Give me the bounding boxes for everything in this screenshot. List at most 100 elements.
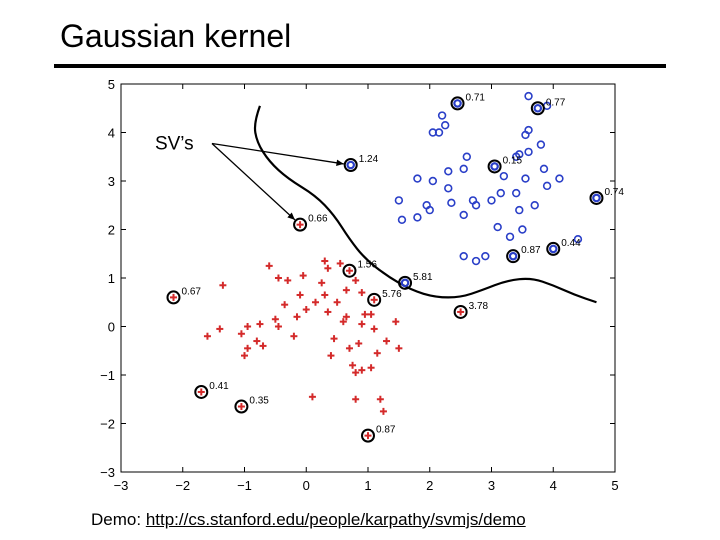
support-vector-marker bbox=[453, 99, 462, 108]
points-layer bbox=[203, 91, 583, 415]
support-vector-marker bbox=[197, 388, 205, 396]
support-vector-marker bbox=[237, 403, 245, 411]
negative-point bbox=[373, 349, 381, 357]
support-vector: 5.76 bbox=[367, 289, 402, 307]
support-vector: 0.41 bbox=[194, 381, 229, 399]
support-vector-ring bbox=[343, 157, 358, 172]
negative-point bbox=[379, 407, 387, 415]
positive-point bbox=[524, 147, 533, 157]
support-vector-label: 0.15 bbox=[503, 155, 523, 166]
positive-point bbox=[518, 225, 527, 234]
negative-point bbox=[203, 332, 211, 340]
support-vector-marker bbox=[508, 251, 518, 261]
negative-point bbox=[330, 335, 338, 343]
support-vector: 0.77 bbox=[530, 97, 566, 116]
support-vector-label: 0.74 bbox=[604, 187, 624, 198]
y-tick-label: 3 bbox=[108, 174, 115, 189]
plot-frame bbox=[120, 83, 616, 473]
support-vector: 0.87 bbox=[506, 245, 541, 264]
negative-point bbox=[342, 313, 350, 321]
support-vector: 0.44 bbox=[546, 238, 581, 256]
x-tick-label: 4 bbox=[550, 478, 557, 493]
support-vector-ring bbox=[453, 304, 468, 319]
support-vector: 0.74 bbox=[589, 187, 624, 205]
positive-point bbox=[524, 125, 533, 135]
decision-boundary-line bbox=[253, 105, 597, 304]
support-vector-marker bbox=[533, 103, 543, 113]
negative-point bbox=[274, 274, 282, 282]
negative-point bbox=[241, 352, 248, 360]
support-vector-ring bbox=[367, 292, 382, 307]
negative-point bbox=[324, 264, 332, 272]
x-tick-label: 1 bbox=[364, 478, 371, 493]
negative-point bbox=[342, 286, 350, 294]
negative-point bbox=[274, 323, 282, 330]
x-tick-label: −1 bbox=[237, 478, 252, 493]
negative-point bbox=[284, 276, 292, 284]
support-vector: 5.81 bbox=[398, 272, 433, 290]
negative-point bbox=[352, 395, 360, 403]
negative-point bbox=[321, 291, 329, 299]
support-vector-label: 5.81 bbox=[413, 272, 433, 283]
negative-point bbox=[339, 318, 347, 326]
support-vector: 0.66 bbox=[293, 214, 328, 232]
support-vector-marker bbox=[548, 244, 558, 254]
positive-point bbox=[496, 188, 505, 198]
positive-point bbox=[428, 176, 438, 186]
support-vector-marker bbox=[169, 293, 177, 301]
negative-point bbox=[281, 301, 289, 309]
support-vector-label: 0.71 bbox=[466, 92, 486, 103]
slide-title: Gaussian kernel bbox=[60, 18, 292, 54]
support-vector-marker bbox=[457, 308, 465, 316]
support-vector-ring bbox=[506, 249, 521, 264]
negative-point bbox=[308, 393, 316, 401]
positive-point bbox=[459, 164, 468, 174]
negative-point bbox=[259, 342, 267, 350]
negative-point bbox=[395, 344, 403, 352]
negative-point bbox=[361, 310, 369, 318]
x-tick-label: 3 bbox=[488, 478, 495, 493]
negative-point bbox=[358, 320, 366, 328]
negative-point bbox=[244, 344, 252, 352]
axes-layer: −3 −2 −1 0 1 2 3 4 5 −3 −2 −1 0 1 2 3 4 5 bbox=[100, 77, 618, 493]
support-vector-ring bbox=[450, 96, 465, 111]
positive-point bbox=[425, 205, 434, 215]
x-tick-label: 2 bbox=[426, 478, 433, 493]
title-underline bbox=[54, 64, 666, 68]
negative-point bbox=[302, 306, 310, 314]
positive-point bbox=[499, 171, 509, 181]
positive-point bbox=[493, 222, 502, 232]
annotation-layer: SV’s bbox=[155, 133, 344, 221]
support-vector: 1.56 bbox=[342, 260, 377, 278]
positive-point bbox=[444, 167, 453, 176]
negative-point bbox=[327, 352, 335, 360]
support-vector-label: 0.66 bbox=[308, 214, 328, 225]
annotation-label: SV’s bbox=[155, 133, 194, 154]
annotation-arrow-line bbox=[211, 142, 296, 221]
negative-point bbox=[256, 320, 264, 328]
positive-point bbox=[573, 235, 583, 244]
negative-point bbox=[299, 272, 307, 280]
x-tick-label: −2 bbox=[175, 478, 190, 493]
y-tick-label: 5 bbox=[108, 77, 115, 92]
negative-point bbox=[358, 366, 366, 374]
support-vector-marker bbox=[400, 278, 410, 288]
support-vector-ring bbox=[166, 290, 181, 305]
support-vector-ring bbox=[398, 275, 413, 290]
negative-point bbox=[312, 298, 320, 306]
positive-point bbox=[515, 205, 524, 215]
negative-point bbox=[237, 330, 245, 338]
positive-point bbox=[555, 174, 564, 183]
negative-point bbox=[271, 315, 279, 323]
support-vector-marker bbox=[592, 193, 601, 203]
negative-point bbox=[333, 298, 341, 306]
demo-link[interactable]: http://cs.stanford.edu/people/karpathy/s… bbox=[145, 510, 526, 529]
support-vector-ring bbox=[589, 190, 604, 205]
scatter-chart: 0.71 0.77 1.24 0.15 0.74 0.44 0.87 5.81 0.66 1.56… bbox=[100, 77, 624, 493]
negative-point bbox=[321, 257, 329, 265]
support-vector-label: 0.44 bbox=[561, 238, 581, 249]
positive-point bbox=[468, 196, 478, 205]
support-vector-label: 0.41 bbox=[209, 381, 229, 392]
negative-point bbox=[345, 344, 353, 352]
positive-point bbox=[413, 213, 422, 222]
